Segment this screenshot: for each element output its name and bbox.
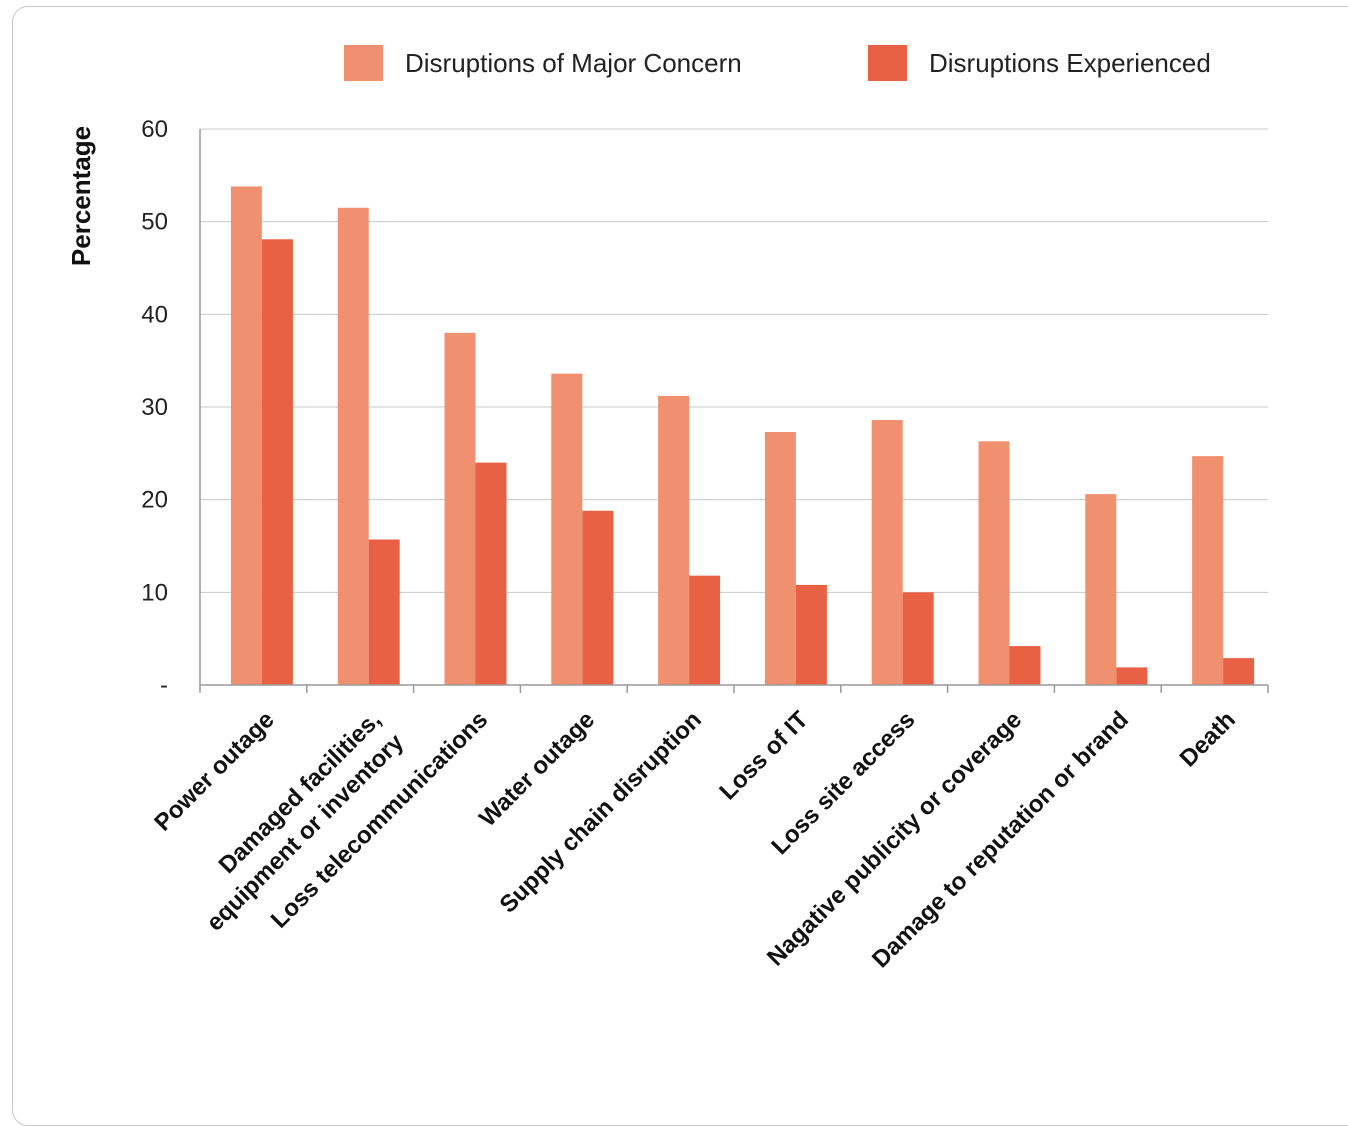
bar-experienced — [1009, 646, 1041, 685]
bar-major-concern — [764, 432, 796, 685]
bar-major-concern — [444, 332, 476, 685]
y-tick-label: 20 — [141, 487, 168, 514]
bar-experienced — [689, 575, 721, 685]
bar-major-concern — [1192, 456, 1224, 685]
y-tick-label: 40 — [141, 301, 168, 328]
y-tick-labels: - 10 20 30 40 50 60 — [141, 116, 168, 699]
y-tick-label: 50 — [141, 209, 168, 236]
bar-experienced — [582, 510, 614, 685]
bar-experienced — [1116, 667, 1148, 685]
legend-swatch — [868, 45, 907, 81]
bar-experienced — [368, 539, 400, 685]
x-tick-label: Loss of IT — [714, 706, 813, 805]
bar-major-concern — [978, 441, 1010, 685]
bar-experienced — [1223, 658, 1255, 685]
bar-major-concern — [658, 395, 690, 685]
bar-experienced — [261, 239, 293, 686]
bar-experienced — [902, 592, 934, 685]
x-tick-label: Supply chain disruption — [494, 706, 706, 918]
legend: Disruptions of Major Concern Disruptions … — [344, 45, 1211, 81]
bar-major-concern — [871, 419, 903, 685]
bar-experienced — [475, 462, 507, 685]
y-tick-label: 10 — [141, 579, 168, 606]
bar-major-concern — [230, 186, 262, 685]
y-tick-label: 60 — [141, 116, 168, 143]
legend-label: Disruptions Experienced — [929, 48, 1211, 78]
bar-major-concern — [1085, 494, 1117, 685]
legend-label: Disruptions of Major Concern — [405, 48, 742, 78]
bar-major-concern — [337, 207, 369, 685]
bar-experienced — [795, 584, 827, 685]
bar-major-concern — [551, 373, 583, 685]
x-tick-label: Death — [1175, 706, 1241, 772]
legend-swatch — [344, 45, 383, 81]
axes — [199, 129, 1269, 693]
bars — [230, 186, 1255, 686]
y-tick-label: 30 — [141, 394, 168, 421]
y-axis-label: Percentage — [66, 126, 96, 266]
y-tick-label: - — [160, 672, 168, 699]
